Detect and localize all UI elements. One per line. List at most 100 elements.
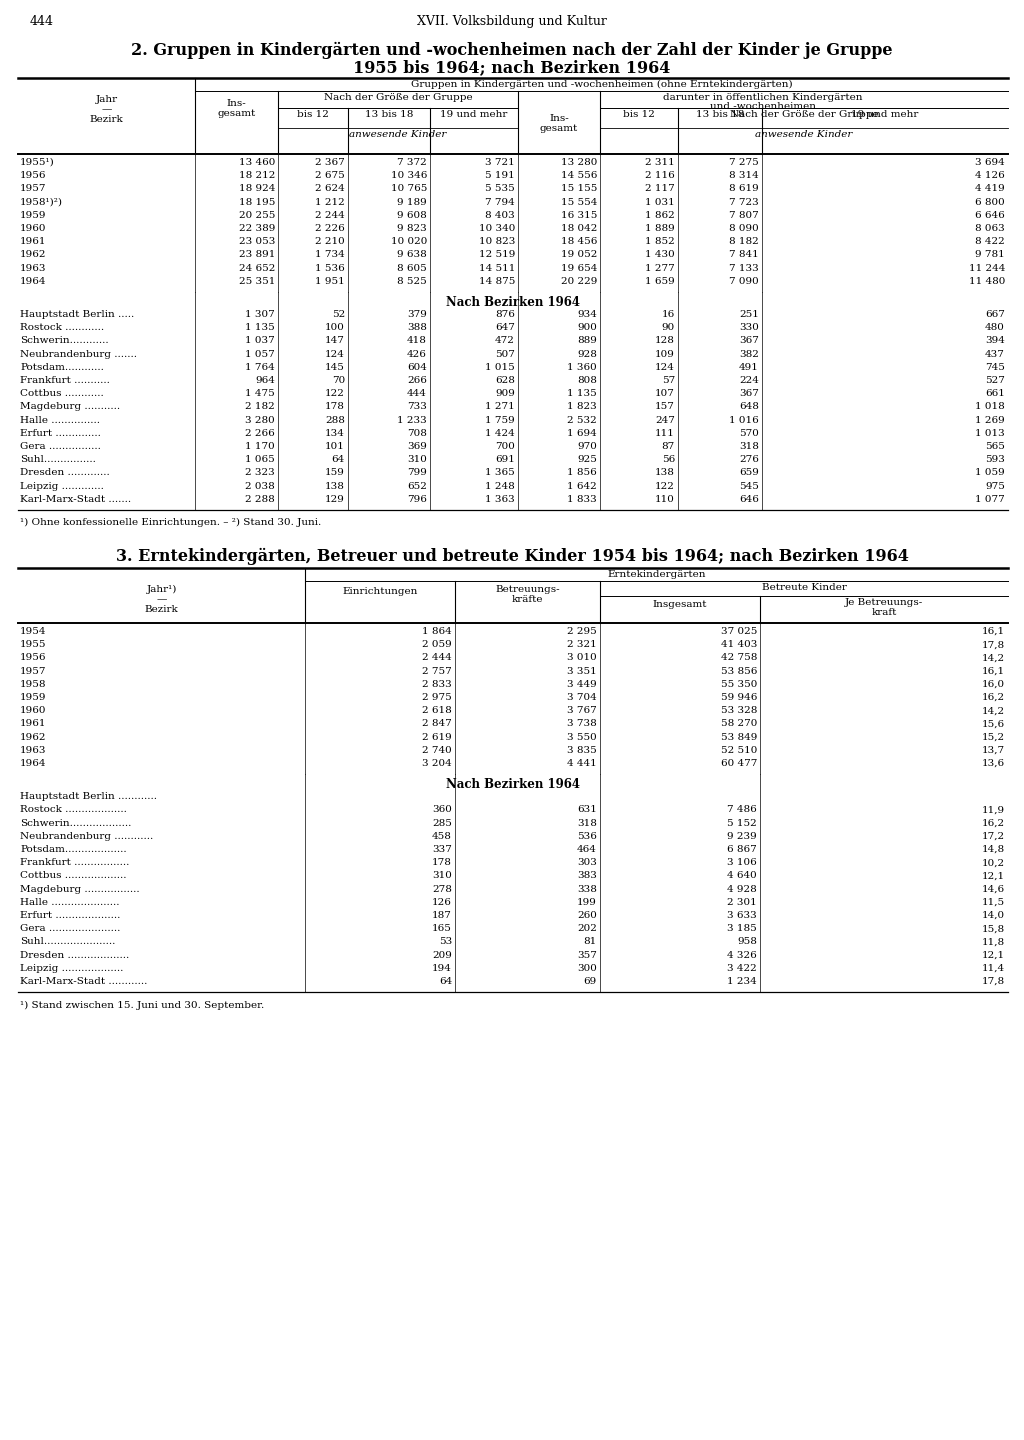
Text: 10 020: 10 020 — [390, 238, 427, 246]
Text: 1960: 1960 — [20, 706, 46, 716]
Text: 604: 604 — [408, 363, 427, 372]
Text: 1 057: 1 057 — [246, 350, 275, 359]
Text: 659: 659 — [739, 468, 759, 478]
Text: 8 605: 8 605 — [397, 264, 427, 272]
Text: 17,2: 17,2 — [982, 832, 1005, 841]
Text: 303: 303 — [578, 858, 597, 867]
Text: 426: 426 — [408, 350, 427, 359]
Text: 667: 667 — [985, 310, 1005, 320]
Text: 11,5: 11,5 — [982, 897, 1005, 907]
Text: 1 234: 1 234 — [727, 976, 757, 986]
Text: und -wochenheimen: und -wochenheimen — [710, 102, 816, 111]
Text: 1 271: 1 271 — [485, 402, 515, 412]
Text: 1 248: 1 248 — [485, 481, 515, 491]
Text: 7 841: 7 841 — [729, 251, 759, 259]
Text: 480: 480 — [985, 323, 1005, 333]
Text: 2 288: 2 288 — [246, 495, 275, 504]
Text: 15 554: 15 554 — [560, 197, 597, 206]
Text: 109: 109 — [655, 350, 675, 359]
Text: 1 018: 1 018 — [975, 402, 1005, 412]
Text: 464: 464 — [578, 845, 597, 854]
Text: ¹) Ohne konfessionelle Einrichtungen. – ²) Stand 30. Juni.: ¹) Ohne konfessionelle Einrichtungen. – … — [20, 518, 322, 527]
Text: 1 233: 1 233 — [397, 416, 427, 425]
Text: 310: 310 — [408, 455, 427, 464]
Text: 11,4: 11,4 — [982, 963, 1005, 973]
Text: 14,2: 14,2 — [982, 654, 1005, 662]
Text: 14 875: 14 875 — [478, 276, 515, 285]
Text: 2 244: 2 244 — [315, 210, 345, 220]
Text: ¹) Stand zwischen 15. Juni und 30. September.: ¹) Stand zwischen 15. Juni und 30. Septe… — [20, 1001, 264, 1011]
Text: 19 654: 19 654 — [560, 264, 597, 272]
Text: 1957: 1957 — [20, 184, 46, 193]
Text: Karl-Marx-Stadt ............: Karl-Marx-Stadt ............ — [20, 976, 147, 986]
Text: 3 633: 3 633 — [727, 912, 757, 920]
Text: 2 321: 2 321 — [567, 641, 597, 649]
Text: 958: 958 — [737, 937, 757, 946]
Text: 17,8: 17,8 — [982, 976, 1005, 986]
Text: Insgesamt: Insgesamt — [652, 600, 708, 609]
Text: 4 126: 4 126 — [975, 171, 1005, 180]
Text: 41 403: 41 403 — [721, 641, 757, 649]
Text: 418: 418 — [408, 337, 427, 346]
Text: 647: 647 — [496, 323, 515, 333]
Text: 23 891: 23 891 — [239, 251, 275, 259]
Text: 367: 367 — [739, 337, 759, 346]
Text: 1961: 1961 — [20, 720, 46, 729]
Text: Gruppen in Kindergärten und -wochenheimen (ohne Erntekindergärten): Gruppen in Kindergärten und -wochenheime… — [411, 81, 793, 89]
Text: 10 765: 10 765 — [390, 184, 427, 193]
Text: 300: 300 — [578, 963, 597, 973]
Text: 527: 527 — [985, 376, 1005, 384]
Text: 16,2: 16,2 — [982, 818, 1005, 828]
Text: Betreute Kinder: Betreute Kinder — [762, 583, 847, 592]
Text: 2 975: 2 975 — [422, 693, 452, 701]
Text: 318: 318 — [578, 818, 597, 828]
Text: 3 010: 3 010 — [567, 654, 597, 662]
Text: 101: 101 — [326, 442, 345, 451]
Text: 2 038: 2 038 — [246, 481, 275, 491]
Text: 251: 251 — [739, 310, 759, 320]
Text: 1954: 1954 — [20, 626, 46, 636]
Text: 18 195: 18 195 — [239, 197, 275, 206]
Text: 5 535: 5 535 — [485, 184, 515, 193]
Text: 1 889: 1 889 — [645, 225, 675, 233]
Text: 16 315: 16 315 — [560, 210, 597, 220]
Text: bis 12: bis 12 — [623, 109, 655, 120]
Text: 3 738: 3 738 — [567, 720, 597, 729]
Text: 1958: 1958 — [20, 680, 46, 688]
Text: —: — — [101, 105, 112, 114]
Text: Karl-Marx-Stadt .......: Karl-Marx-Stadt ....... — [20, 495, 131, 504]
Text: 58 270: 58 270 — [721, 720, 757, 729]
Text: 934: 934 — [578, 310, 597, 320]
Text: 18 042: 18 042 — [560, 225, 597, 233]
Text: 1955: 1955 — [20, 641, 46, 649]
Text: 81: 81 — [584, 937, 597, 946]
Text: Potsdam............: Potsdam............ — [20, 363, 103, 372]
Text: 3 694: 3 694 — [975, 158, 1005, 167]
Text: 631: 631 — [578, 805, 597, 815]
Text: 1 862: 1 862 — [645, 210, 675, 220]
Text: 536: 536 — [578, 832, 597, 841]
Text: 159: 159 — [326, 468, 345, 478]
Text: 52: 52 — [332, 310, 345, 320]
Text: 318: 318 — [739, 442, 759, 451]
Text: 661: 661 — [985, 389, 1005, 399]
Text: 13 bis 18: 13 bis 18 — [365, 109, 414, 120]
Text: 310: 310 — [432, 871, 452, 880]
Text: 1 734: 1 734 — [315, 251, 345, 259]
Text: 13 bis 18: 13 bis 18 — [696, 109, 744, 120]
Text: Cottbus ...................: Cottbus ................... — [20, 871, 127, 880]
Text: 7 807: 7 807 — [729, 210, 759, 220]
Text: 25 351: 25 351 — [239, 276, 275, 285]
Text: 2 757: 2 757 — [422, 667, 452, 675]
Text: 10 340: 10 340 — [478, 225, 515, 233]
Text: 2 624: 2 624 — [315, 184, 345, 193]
Text: 1 424: 1 424 — [485, 429, 515, 438]
Text: 20 255: 20 255 — [239, 210, 275, 220]
Text: Gera ......................: Gera ...................... — [20, 924, 121, 933]
Text: 147: 147 — [326, 337, 345, 346]
Text: 53 856: 53 856 — [721, 667, 757, 675]
Text: 1 277: 1 277 — [645, 264, 675, 272]
Text: 11,9: 11,9 — [982, 805, 1005, 815]
Text: 9 781: 9 781 — [975, 251, 1005, 259]
Text: 2 311: 2 311 — [645, 158, 675, 167]
